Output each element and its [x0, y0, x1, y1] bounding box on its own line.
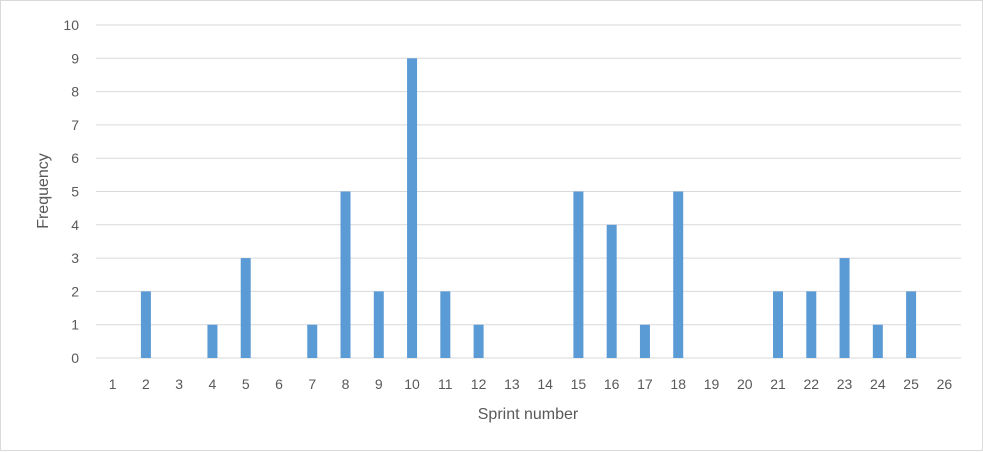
bar-sprint-10 — [407, 58, 418, 359]
x-tick-label: 2 — [142, 376, 150, 392]
x-tick-label: 17 — [637, 376, 653, 392]
x-tick-label: 26 — [937, 376, 953, 392]
y-tick-label: 8 — [71, 84, 79, 100]
y-tick-label: 2 — [71, 283, 79, 299]
x-tick-label: 3 — [175, 376, 183, 392]
x-tick-label: 4 — [209, 376, 217, 392]
x-tick-label: 6 — [275, 376, 283, 392]
bars — [140, 58, 917, 359]
x-tick-label: 19 — [704, 376, 720, 392]
bar-sprint-24 — [872, 324, 883, 358]
y-tick-label: 0 — [71, 350, 79, 366]
x-tick-labels: 1 2 3 4 5 6 7 8 9 10 11 12 13 14 15 16 17 18 19 20 21 22 23 24 2… — [109, 376, 953, 392]
bar-sprint-21 — [773, 291, 784, 358]
x-tick-label: 9 — [375, 376, 383, 392]
x-tick-label: 11 — [438, 376, 453, 392]
y-tick-label: 5 — [71, 184, 79, 200]
bar-sprint-2 — [140, 291, 151, 358]
x-tick-label: 18 — [670, 376, 686, 392]
x-tick-label: 10 — [404, 376, 420, 392]
x-tick-label: 25 — [903, 376, 919, 392]
bar-sprint-12 — [473, 324, 484, 358]
bar-sprint-23 — [839, 258, 850, 358]
bar-sprint-11 — [440, 291, 451, 358]
y-tick-label: 1 — [71, 317, 79, 333]
bar-sprint-25 — [906, 291, 917, 358]
bar-sprint-15 — [573, 191, 584, 358]
x-tick-label: 16 — [604, 376, 620, 392]
y-tick-label: 3 — [71, 250, 79, 266]
y-tick-label: 6 — [71, 150, 79, 166]
x-tick-label: 8 — [342, 376, 350, 392]
bar-sprint-22 — [806, 291, 817, 358]
bar-sprint-7 — [307, 324, 318, 358]
y-tick-label: 10 — [63, 17, 79, 33]
bar-sprint-5 — [240, 258, 251, 358]
gridlines — [96, 24, 961, 359]
y-tick-label: 7 — [71, 117, 79, 133]
y-tick-label: 9 — [71, 50, 79, 66]
x-tick-label: 14 — [537, 376, 553, 392]
x-tick-label: 1 — [109, 376, 117, 392]
bar-sprint-16 — [606, 224, 617, 358]
x-tick-label: 24 — [870, 376, 886, 392]
x-tick-label: 15 — [571, 376, 587, 392]
bar-sprint-4 — [207, 324, 218, 358]
x-tick-label: 22 — [803, 376, 819, 392]
x-tick-label: 13 — [504, 376, 520, 392]
bar-sprint-8 — [340, 191, 351, 358]
x-tick-label: 5 — [242, 376, 250, 392]
bar-sprint-17 — [639, 324, 650, 358]
x-axis-title: Sprint number — [478, 406, 579, 423]
x-tick-label: 23 — [837, 376, 853, 392]
y-tick-label: 4 — [71, 217, 79, 233]
bar-sprint-9 — [373, 291, 384, 358]
x-tick-label: 7 — [308, 376, 316, 392]
x-tick-label: 21 — [770, 376, 786, 392]
bar-sprint-18 — [673, 191, 684, 358]
y-tick-labels: 0 1 2 3 4 5 6 7 8 9 10 — [63, 17, 79, 366]
x-tick-label: 12 — [471, 376, 487, 392]
x-tick-label: 20 — [737, 376, 753, 392]
y-axis-title: Frequency — [35, 153, 52, 229]
